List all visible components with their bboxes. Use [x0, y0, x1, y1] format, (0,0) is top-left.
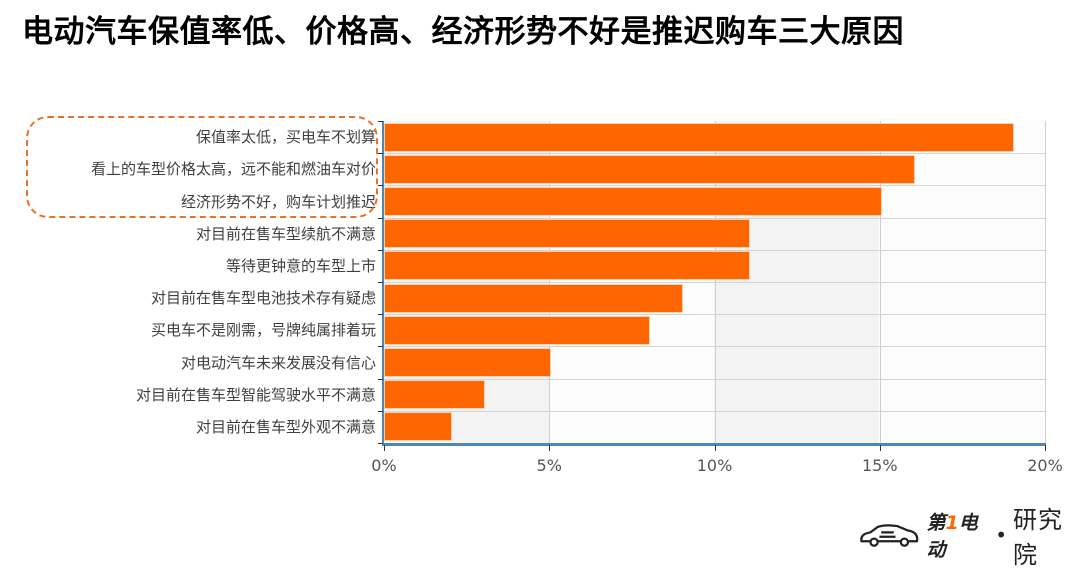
brand-one: 1: [945, 512, 959, 534]
x-axis-label: 15%: [861, 456, 898, 475]
y-axis-tick: [378, 443, 383, 444]
y-axis-label: 买电车不是刚需，号牌纯属排着玩: [150, 321, 376, 340]
y-axis-label: 对目前在售车型外观不满意: [195, 417, 376, 436]
y-axis-tick: [378, 185, 383, 187]
grid-line-horizontal: [384, 314, 1045, 316]
plot-area: [384, 121, 1046, 443]
bar[interactable]: [385, 220, 749, 248]
y-axis-label: 对电动汽车未来发展没有信心: [180, 353, 376, 372]
y-axis-tick: [378, 378, 383, 380]
x-axis-tick: [384, 445, 385, 451]
y-axis-tick: [378, 249, 383, 251]
bar[interactable]: [385, 413, 452, 441]
y-axis-label: 对目前在售车型电池技术存有疑虑: [150, 289, 376, 308]
y-axis-label: 等待更钟意的车型上市: [225, 256, 376, 275]
brand-prefix: 第: [926, 512, 946, 534]
y-axis-label: 对目前在售车型续航不满意: [195, 224, 376, 243]
page-title: 电动汽车保值率低、价格高、经济形势不好是推迟购车三大原因: [22, 14, 904, 50]
car-icon: [860, 524, 919, 547]
bar[interactable]: [385, 155, 914, 183]
x-axis: [382, 443, 1046, 446]
x-axis-tick: [879, 445, 881, 451]
bar[interactable]: [385, 316, 650, 344]
x-axis-label: 0%: [371, 456, 397, 475]
y-axis-tick: [378, 121, 383, 122]
watermark-logo: 第1电动 • 研究院: [858, 500, 1080, 570]
y-axis-tick: [378, 153, 383, 155]
top-three-highlight-box: [26, 116, 378, 218]
x-axis-label: 5%: [536, 456, 562, 475]
y-axis-tick: [378, 217, 383, 219]
x-axis-label: 10%: [696, 456, 733, 475]
grid-line-vertical: [1045, 121, 1046, 443]
bar[interactable]: [385, 188, 881, 215]
bar[interactable]: [385, 284, 683, 312]
x-axis-tick: [1045, 445, 1046, 451]
grid-line-horizontal: [384, 410, 1045, 412]
bar[interactable]: [385, 123, 1013, 151]
grid-line-horizontal: [384, 153, 1045, 155]
y-axis-label: 看上的车型价格太高，远不能和燃油车对价: [90, 160, 376, 179]
institute-name: 研究院: [1013, 506, 1064, 569]
y-axis-label: 保值率太低，买电车不划算: [195, 128, 376, 147]
grid-line-horizontal: [384, 378, 1045, 380]
y-axis: [382, 121, 384, 445]
x-axis-tick: [714, 445, 716, 451]
bar[interactable]: [385, 349, 551, 376]
x-axis-label: 20%: [1027, 456, 1063, 475]
bar[interactable]: [385, 252, 749, 280]
y-axis-tick: [378, 346, 383, 348]
y-axis-label: 经济形势不好，购车计划推迟: [180, 192, 376, 211]
grid-line-horizontal: [384, 282, 1045, 283]
y-axis-label: 对目前在售车型智能驾驶水平不满意: [135, 385, 376, 404]
y-axis-tick: [378, 410, 383, 412]
x-axis-tick: [549, 445, 551, 451]
grid-line-horizontal: [384, 185, 1045, 187]
grid-line-horizontal: [384, 217, 1045, 219]
separator-dot: •: [995, 523, 1008, 547]
y-axis-tick: [378, 282, 383, 283]
grid-line-horizontal: [384, 249, 1045, 251]
y-axis-tick: [378, 314, 383, 316]
bar[interactable]: [385, 381, 485, 409]
brand-name: 第1电动: [927, 508, 990, 562]
grid-line-horizontal: [384, 346, 1045, 348]
